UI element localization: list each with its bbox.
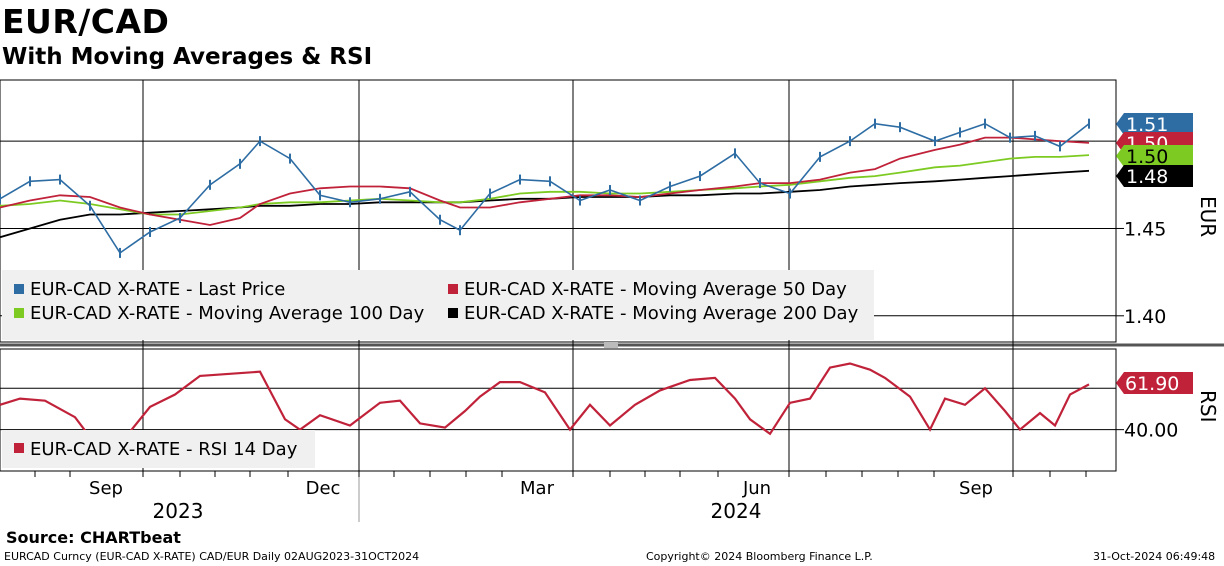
legend-swatch <box>14 284 24 294</box>
series-line-rsi <box>0 362 1090 452</box>
last-value-label: 1.48 <box>1126 166 1168 188</box>
last-value-tag-rsi <box>1116 372 1193 394</box>
x-tick-label: Sep <box>89 478 123 499</box>
legend-swatch <box>14 308 24 318</box>
chart-subtitle: With Moving Averages & RSI <box>2 44 373 70</box>
legend-swatch <box>448 308 458 318</box>
price-panel-frame <box>0 79 1117 343</box>
x-tick-label: Sep <box>959 478 993 499</box>
copyright-notice: Copyright© 2024 Bloomberg Finance L.P. <box>646 550 873 563</box>
legend-label: EUR-CAD X-RATE - Moving Average 50 Day <box>464 279 847 300</box>
legend-swatch <box>14 443 24 453</box>
last-value-label: 1.51 <box>1126 114 1168 136</box>
x-year-label: 2023 <box>153 499 204 523</box>
rsi-panel-frame <box>0 348 1117 472</box>
x-year-label: 2024 <box>711 499 762 523</box>
y-tick-label: 1.40 <box>1124 306 1166 328</box>
x-tick-label: Jun <box>742 478 771 499</box>
x-tick-label: Dec <box>306 478 341 499</box>
legend-label: EUR-CAD X-RATE - RSI 14 Day <box>30 439 298 460</box>
series-line-price <box>0 122 1090 255</box>
source-label: Source: CHARTbeat <box>6 528 181 547</box>
last-value-label: 1.50 <box>1126 146 1168 168</box>
rsi-legend-box <box>2 430 315 468</box>
legend-label: EUR-CAD X-RATE - Moving Average 200 Day <box>464 303 859 324</box>
last-value-tag-price <box>1116 113 1193 135</box>
last-value-tag-ma100 <box>1116 145 1193 167</box>
price-axis-label: EUR <box>1196 196 1220 237</box>
series-line-ma100 <box>0 154 1090 216</box>
panel-splitter-handle[interactable] <box>604 342 618 348</box>
timestamp: 31-Oct-2024 06:49:48 <box>1093 550 1216 563</box>
legend-label: EUR-CAD X-RATE - Moving Average 100 Day <box>30 303 425 324</box>
last-value-label: 61.90 <box>1125 373 1179 395</box>
legend-label: EUR-CAD X-RATE - Last Price <box>30 279 285 300</box>
last-value-tag-ma200 <box>1116 165 1193 187</box>
series-line-ma50 <box>0 136 1090 226</box>
rsi-axis-label: RSI <box>1196 390 1220 423</box>
y-tick-label: 40.00 <box>1124 420 1178 442</box>
x-tick-label: Mar <box>520 478 555 499</box>
chart-title: EUR/CAD <box>2 2 170 41</box>
security-description: EURCAD Curncy (EUR-CAD X-RATE) CAD/EUR D… <box>4 550 420 563</box>
legend-swatch <box>448 284 458 294</box>
y-tick-label: 1.45 <box>1124 218 1166 240</box>
price-legend-box <box>2 270 874 340</box>
